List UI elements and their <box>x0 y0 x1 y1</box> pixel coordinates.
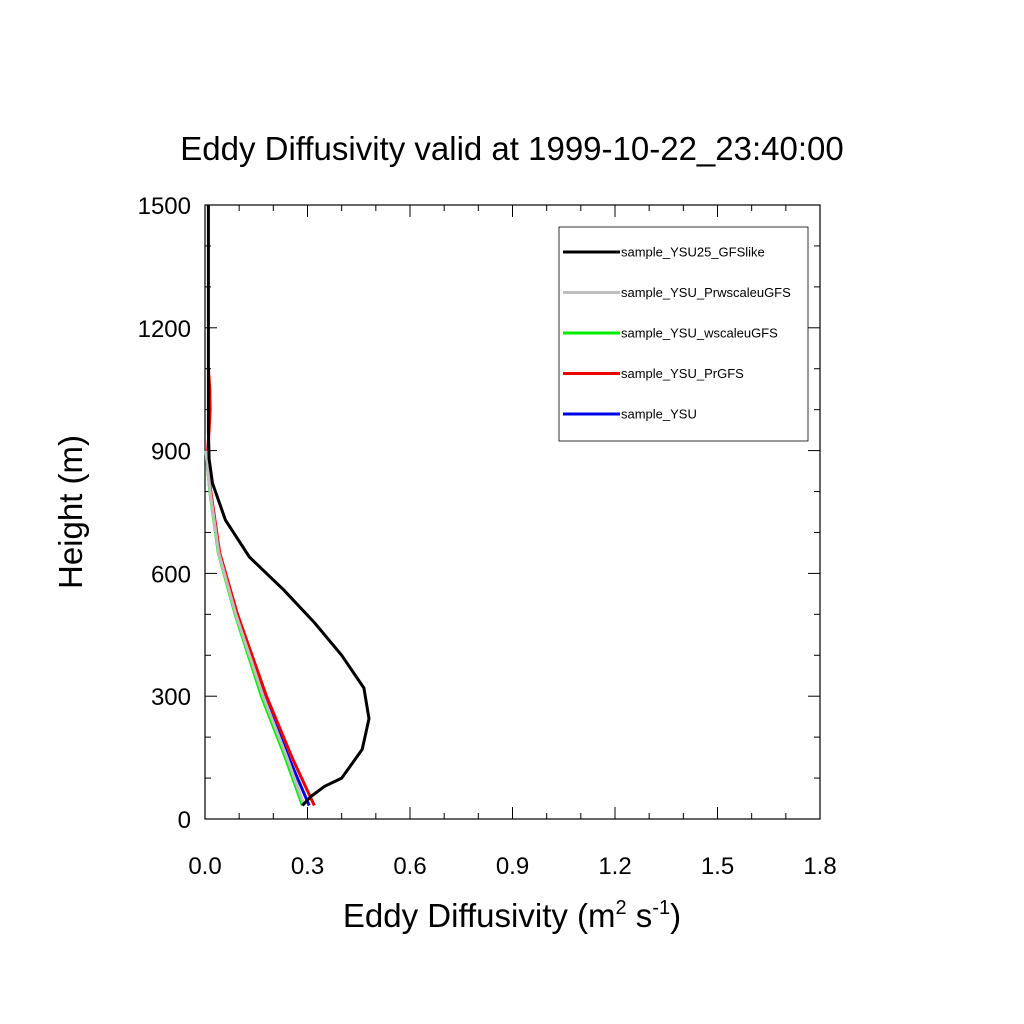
series-line-sample-ysu-prwscaleugfs <box>204 450 306 807</box>
x-axis-title-sup2: -1 <box>652 897 670 919</box>
series-line-sample-ysu25-gfslike <box>206 205 371 807</box>
y-tick-label: 1200 <box>138 316 191 343</box>
series-lines <box>204 205 371 807</box>
x-axis-title-mid: s <box>627 897 653 934</box>
legend: sample_YSU25_GFSlike sample_YSU_Prwscaleu… <box>558 226 809 442</box>
x-tick-labels: 0.0 0.3 0.6 0.9 1.2 1.5 1.8 <box>188 853 836 880</box>
series-line-sample-ysu-prgfs <box>205 368 316 807</box>
y-tick-label: 900 <box>151 439 191 466</box>
series-line-sample-ysu <box>204 450 311 807</box>
legend-label: sample_YSU_PrGFS <box>621 366 744 381</box>
x-tick-label: 0.6 <box>393 853 426 880</box>
y-tick-label: 300 <box>151 684 191 711</box>
x-tick-label: 1.5 <box>701 853 734 880</box>
y-tick-label: 600 <box>151 561 191 588</box>
legend-label: sample_YSU_PrwscaleuGFS <box>621 285 791 300</box>
x-axis-title: Eddy Diffusivity (m2 s-1) <box>343 897 681 934</box>
chart-title: Eddy Diffusivity valid at 1999-10-22_23:… <box>180 130 843 167</box>
y-tick-labels: 0 300 600 900 1200 1500 <box>138 193 191 834</box>
legend-label: sample_YSU_wscaleuGFS <box>621 326 778 341</box>
x-axis-title-sup1: 2 <box>616 897 627 919</box>
x-tick-label: 0.0 <box>188 853 221 880</box>
x-axis-title-end: ) <box>670 897 681 934</box>
y-tick-label: 0 <box>178 807 191 834</box>
legend-label: sample_YSU25_GFSlike <box>621 245 765 260</box>
x-axis-title-base: Eddy Diffusivity (m <box>343 897 616 934</box>
x-tick-label: 1.8 <box>803 853 836 880</box>
x-tick-label: 0.3 <box>291 853 324 880</box>
x-tick-label: 0.9 <box>496 853 529 880</box>
y-tick-label: 1500 <box>138 193 191 220</box>
x-tick-label: 1.2 <box>598 853 631 880</box>
legend-label: sample_YSU <box>621 407 697 422</box>
y-axis-title: Height (m) <box>52 435 89 589</box>
